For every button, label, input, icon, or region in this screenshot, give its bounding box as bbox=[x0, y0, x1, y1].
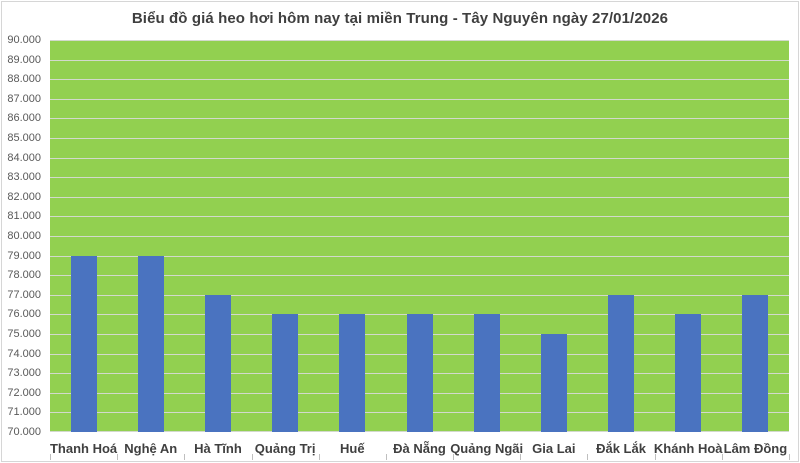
x-axis-category-label: Quảng Trị bbox=[254, 441, 316, 456]
bar-5 bbox=[406, 314, 433, 432]
x-axis-tick bbox=[251, 454, 253, 460]
gridline bbox=[50, 98, 789, 100]
y-axis-tick-label: 82.000 bbox=[7, 190, 41, 203]
bar-9 bbox=[675, 314, 702, 432]
x-axis-tick bbox=[721, 454, 723, 460]
x-axis-tick bbox=[385, 454, 387, 460]
bar-7 bbox=[540, 334, 567, 432]
y-axis-tick-label: 81.000 bbox=[7, 210, 41, 223]
x-axis-tick bbox=[520, 454, 522, 460]
x-axis-category-label: Huế bbox=[340, 441, 365, 456]
y-axis-tick-label: 85.000 bbox=[7, 132, 41, 144]
x-axis-category-label: Nghệ An bbox=[124, 441, 178, 456]
bar-8 bbox=[608, 294, 635, 432]
y-axis-tick-label: 90.000 bbox=[7, 34, 41, 46]
y-axis-tick-label: 88.000 bbox=[7, 73, 41, 86]
x-axis-category-label: Hà Tĩnh bbox=[194, 441, 242, 456]
x-axis-tick bbox=[789, 454, 790, 460]
y-axis-tick-label: 83.000 bbox=[7, 171, 41, 184]
gridline bbox=[50, 138, 789, 139]
gridline bbox=[50, 236, 789, 237]
x-axis-category-label: Gia Lai bbox=[532, 441, 576, 456]
bar-1 bbox=[137, 255, 164, 432]
y-axis-tick-label: 79.000 bbox=[7, 249, 41, 262]
y-axis-tick-label: 75.000 bbox=[7, 328, 41, 340]
x-axis-category-label: Thanh Hoá bbox=[49, 441, 118, 456]
bar-4 bbox=[339, 314, 366, 432]
x-axis-tick bbox=[50, 454, 51, 460]
gridline bbox=[50, 255, 789, 257]
gridline bbox=[50, 196, 789, 198]
x-axis-tick bbox=[117, 454, 119, 460]
x-axis-category-label: Khánh Hoà bbox=[653, 441, 723, 456]
bar-2 bbox=[204, 294, 231, 432]
x-axis-category-label: Đắk Lắk bbox=[596, 441, 646, 456]
y-axis-tick-label: 80.000 bbox=[7, 230, 41, 242]
y-axis-tick-label: 78.000 bbox=[7, 269, 41, 282]
x-axis-category-label: Lâm Đồng bbox=[723, 441, 788, 456]
x-axis-tick bbox=[453, 454, 455, 460]
y-axis-tick-label: 77.000 bbox=[7, 288, 41, 301]
gridline bbox=[50, 79, 789, 81]
y-axis-tick-label: 87.000 bbox=[7, 92, 41, 105]
y-axis-tick-label: 84.000 bbox=[7, 151, 41, 164]
bar-6 bbox=[473, 314, 500, 432]
plot-area bbox=[50, 40, 789, 432]
y-axis-tick-label: 76.000 bbox=[7, 308, 41, 321]
x-axis-category-label: Quảng Ngãi bbox=[450, 441, 524, 456]
y-axis-tick-label: 70.000 bbox=[7, 426, 41, 438]
x-axis-tick bbox=[184, 454, 186, 460]
y-axis-tick-label: 74.000 bbox=[7, 347, 41, 360]
chart-title: Biểu đồ giá heo hơi hôm nay tại miền Tru… bbox=[131, 10, 669, 27]
gridline bbox=[50, 40, 789, 41]
y-axis-tick-label: 72.000 bbox=[7, 386, 41, 399]
gridline bbox=[50, 294, 789, 296]
x-axis-tick bbox=[587, 454, 589, 460]
gridline bbox=[50, 118, 789, 120]
y-axis-tick-label: 89.000 bbox=[7, 53, 41, 66]
gridline bbox=[50, 275, 789, 277]
y-axis-tick-label: 86.000 bbox=[7, 112, 41, 125]
gridline bbox=[50, 157, 789, 159]
gridline bbox=[50, 177, 789, 179]
x-axis-tick bbox=[654, 454, 656, 460]
gridline bbox=[50, 216, 789, 218]
y-axis-tick-label: 71.000 bbox=[7, 406, 41, 419]
y-axis-tick-label: 73.000 bbox=[7, 367, 41, 380]
bar-0 bbox=[70, 255, 97, 432]
bar-10 bbox=[742, 294, 769, 432]
x-axis-category-label: Đà Nẵng bbox=[393, 441, 446, 456]
x-axis-tick bbox=[318, 454, 320, 460]
bar-3 bbox=[272, 314, 299, 432]
gridline bbox=[50, 59, 789, 61]
